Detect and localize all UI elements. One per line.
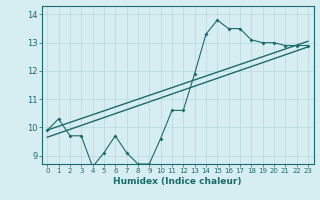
X-axis label: Humidex (Indice chaleur): Humidex (Indice chaleur) bbox=[113, 177, 242, 186]
